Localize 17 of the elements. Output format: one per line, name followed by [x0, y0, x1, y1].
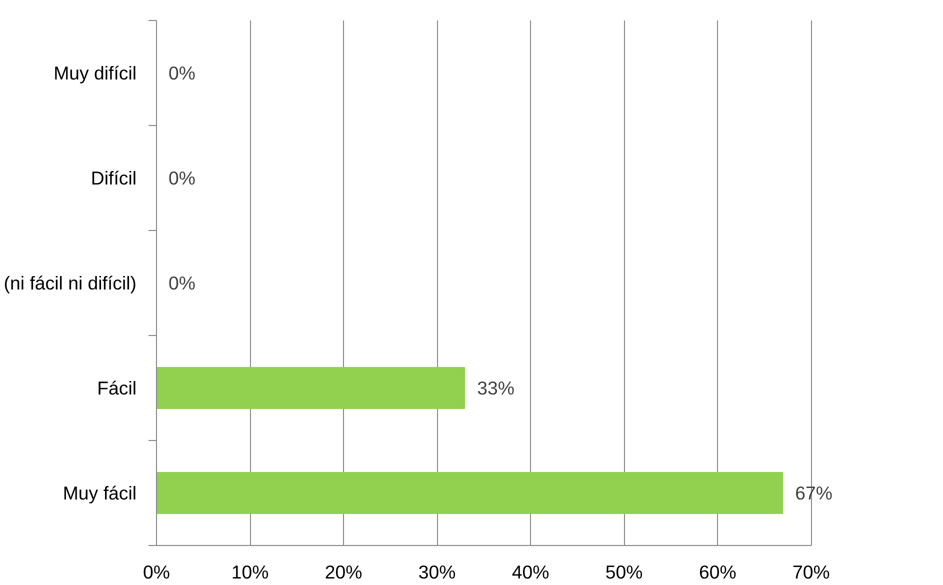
x-tick-label: 50%	[605, 562, 643, 582]
x-tick-label: 10%	[231, 562, 269, 582]
y-tick-label: Difícil	[90, 168, 137, 188]
y-tick-label: (ni fácil ni difícil)	[4, 272, 137, 294]
data-label: 0%	[168, 62, 196, 84]
x-tick-label: 30%	[418, 562, 456, 582]
x-tick-label: 20%	[324, 562, 362, 582]
x-tick-label: 60%	[698, 562, 736, 582]
y-tick-label: Fácil	[97, 378, 136, 398]
x-tick-label: 70%	[792, 562, 830, 582]
y-tick-label: Muy difícil	[54, 62, 137, 84]
y-tick-label: Muy fácil	[62, 482, 137, 504]
data-label: 33%	[477, 378, 514, 398]
x-tick-label: 40%	[512, 562, 550, 582]
x-tick-label: 0%	[143, 562, 170, 582]
data-label: 0%	[168, 168, 196, 188]
data-label: 0%	[168, 272, 196, 294]
